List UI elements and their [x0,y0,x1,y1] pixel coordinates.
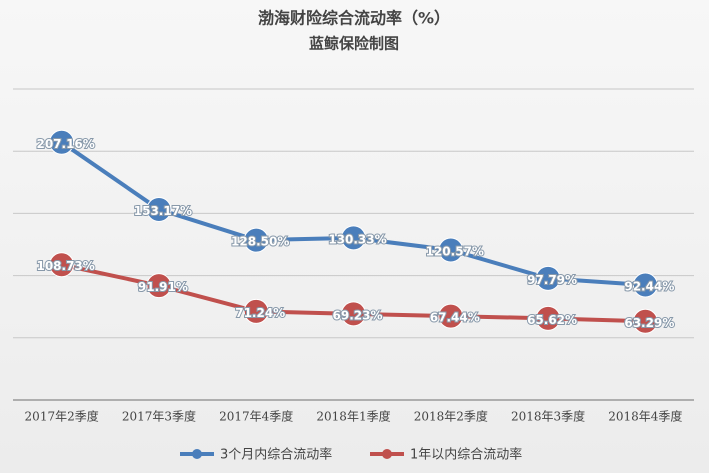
value-label: 207.16% [36,137,94,151]
point [632,272,658,298]
point [146,196,172,222]
point [535,265,561,291]
value-label: 69.23% [333,308,383,322]
point [535,305,561,331]
value-label: 67.44% [430,311,480,325]
value-label: 130.33% [328,232,386,246]
legend-marker [192,449,202,459]
value-label: 63.29% [624,316,674,330]
point [49,129,75,155]
x-tick-label: 2017年4季度 [219,409,293,424]
value-label: 65.62% [527,313,577,327]
x-tick-label: 2018年1季度 [316,409,390,424]
value-label: 153.17% [134,204,192,218]
point [438,303,464,329]
value-label: 71.24% [235,306,285,320]
x-tick-label: 2017年2季度 [25,409,99,424]
value-label: 91.91% [138,280,188,294]
value-label: 97.79% [527,273,577,287]
value-label: 92.44% [624,280,674,294]
point [243,227,269,253]
value-label: 120.57% [426,245,484,259]
chart-subtitle: 蓝鲸保险制图 [309,35,399,53]
point [341,225,366,251]
point [341,301,366,327]
legend-label: 1年以内综合流动率 [410,447,522,463]
x-tick-label: 2018年3季度 [511,409,585,424]
value-label: 128.50% [231,235,289,249]
value-label: 108.73% [36,259,94,273]
point [632,308,658,334]
point [243,298,269,324]
point [49,252,75,278]
x-tick-label: 2018年4季度 [608,409,682,424]
point [438,237,464,263]
legend-label: 3个月内综合流动率 [220,447,332,463]
x-tick-label: 2018年2季度 [414,409,488,424]
x-tick-label: 2017年3季度 [122,409,196,424]
chart-title: 渤海财险综合流动率（%） [258,9,450,28]
legend-marker [382,449,392,459]
point [146,273,172,299]
